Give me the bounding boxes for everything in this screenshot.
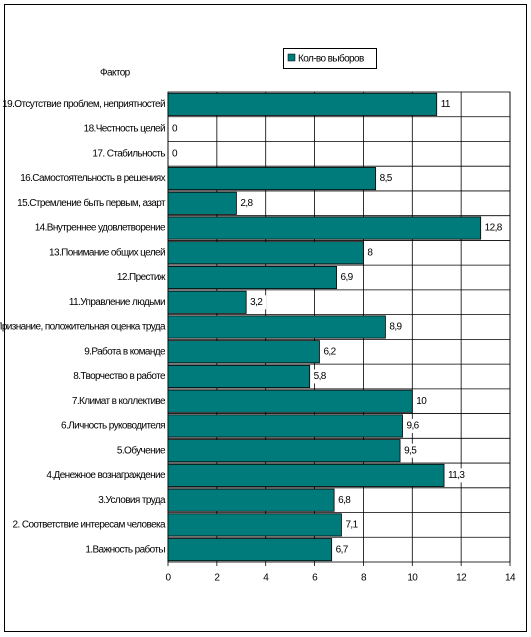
bar (167, 167, 377, 191)
bar (167, 389, 413, 413)
value-label-bg (377, 171, 396, 186)
y-tick-label: 4.Денежное вознаграждение (46, 470, 166, 481)
value-label-bg (343, 517, 362, 532)
value-label: 9,6 (407, 421, 420, 432)
legend (283, 48, 377, 69)
y-tick-label: 18.Честность целей (84, 124, 165, 135)
y-tick-label: 1.Важность работы (85, 543, 165, 555)
legend-label: Кол-во выборов (298, 53, 364, 65)
x-tick-label: 10 (407, 573, 418, 584)
value-label-bg (402, 443, 421, 458)
bar (167, 241, 364, 265)
value-label-bg (387, 320, 406, 334)
bar (167, 191, 237, 215)
value-label: 5,8 (314, 371, 327, 382)
value-label-bg (365, 245, 384, 260)
y-tick-label: 12.Престиж (117, 272, 166, 283)
y-tick-label: 13.Понимание общих целей (49, 246, 165, 258)
value-label-bg (311, 369, 330, 384)
value-label: 11,3 (448, 470, 465, 481)
legend-swatch (287, 53, 296, 62)
bar (167, 92, 438, 116)
bar (167, 340, 320, 364)
x-tick-label: 12 (456, 573, 467, 584)
value-label: 6,2 (323, 346, 336, 357)
bar (167, 414, 403, 438)
value-label: 10 (416, 396, 427, 407)
bar (167, 439, 401, 463)
x-tick-label: 2 (214, 573, 220, 584)
x-tick-label: 4 (263, 573, 269, 584)
y-tick-label: 8.Творчество в работе (73, 370, 166, 382)
y-tick-label: 2. Соответствие интересам человека (13, 520, 167, 531)
value-label-bg (333, 542, 352, 557)
value-label: 2,8 (240, 198, 253, 209)
y-tick-label: 9.Работа в команде (84, 345, 166, 357)
value-label: 6,7 (336, 544, 349, 555)
bar (167, 538, 333, 562)
bar (167, 265, 337, 290)
y-tick-label: 6.Личность руководителя (61, 421, 165, 432)
value-label-bg (404, 418, 423, 433)
y-tick-label: 3.Условия труда (98, 495, 166, 506)
value-label: 12,8 (485, 223, 503, 234)
bar (167, 290, 247, 314)
value-label-bg (170, 122, 188, 137)
bar (167, 463, 445, 487)
value-label-bg (336, 493, 355, 508)
bar (167, 488, 335, 512)
x-tick-label: 6 (312, 573, 318, 584)
bar (167, 513, 342, 537)
value-label-bg (446, 468, 465, 483)
x-tick-label: 14 (505, 573, 516, 584)
value-label-bg (238, 196, 257, 211)
bar (167, 315, 386, 339)
value-label: 7,1 (345, 520, 358, 531)
x-tick-label: 0 (166, 573, 172, 584)
value-label: 8,5 (380, 173, 393, 184)
value-label: 0 (172, 124, 178, 135)
y-tick-label: 19.Отсутствие проблем, неприятностей (2, 98, 165, 110)
value-label-bg (338, 270, 357, 285)
value-label: 3,2 (250, 297, 263, 308)
value-label: 9,5 (404, 445, 417, 456)
value-label-bg (248, 295, 267, 310)
value-label: 8 (367, 247, 373, 258)
axis-title: Фактор (100, 68, 131, 79)
y-tick-label: 16.Самостоятельность в решениях (20, 173, 165, 184)
y-tick-label: 11.Управление людьми (69, 297, 165, 308)
value-label: 6,8 (338, 495, 351, 506)
y-tick-label: 7.Климат в коллективе (72, 396, 166, 407)
y-tick-label: 5.Обучение (117, 444, 166, 456)
value-label: 11 (441, 99, 451, 110)
value-label-bg (414, 394, 433, 409)
value-label-bg (170, 146, 188, 161)
value-label-bg (482, 221, 501, 236)
x-tick-label: 8 (361, 573, 367, 584)
frame (4, 4, 527, 632)
value-label: 0 (172, 148, 178, 159)
bar (167, 364, 311, 389)
value-label-bg (438, 97, 457, 112)
y-tick-label: 10.Признание, положительная оценка труда (0, 322, 166, 333)
value-label: 8,9 (389, 322, 402, 333)
bar (167, 216, 482, 240)
y-tick-label: 14.Внутреннее удовлетворение (35, 223, 166, 234)
value-label: 6,9 (341, 272, 354, 283)
value-label-bg (321, 344, 340, 359)
y-tick-label: 15.Стремление быть первым, азарт (17, 197, 166, 209)
y-tick-label: 17. Стабильность (92, 147, 165, 159)
